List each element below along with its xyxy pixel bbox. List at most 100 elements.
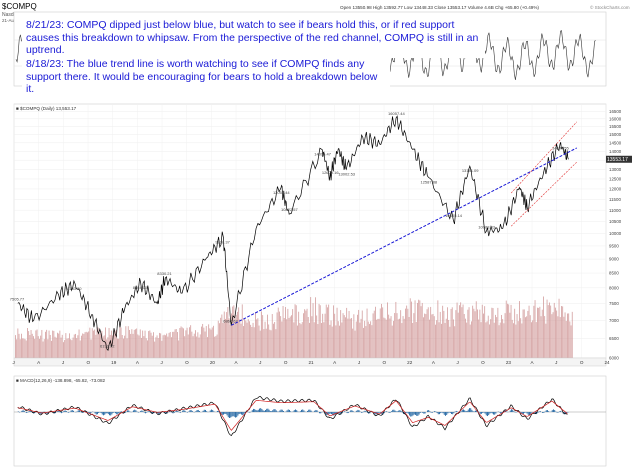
volume-bar: [243, 326, 244, 358]
volume-bar: [509, 312, 511, 358]
y-tick-label: 11500: [609, 197, 621, 202]
y-tick-label: 8000: [609, 285, 619, 290]
macd-histogram-bar: [216, 410, 218, 412]
macd-histogram-bar: [71, 409, 73, 412]
volume-bar: [280, 316, 282, 358]
volume-bar: [85, 331, 87, 358]
y-tick-label: 14000: [609, 149, 622, 154]
volume-bar: [547, 305, 549, 358]
macd-histogram-bar: [128, 410, 130, 412]
volume-bar: [168, 332, 170, 358]
macd-histogram-bar: [450, 412, 452, 414]
macd-histogram-bar: [102, 412, 104, 416]
volume-bar: [334, 313, 336, 358]
macd-histogram-bar: [396, 411, 398, 412]
volume-bar: [498, 325, 500, 358]
volume-bar: [237, 311, 238, 358]
x-tick-label: 21: [309, 360, 315, 365]
macd-histogram-bar: [316, 410, 318, 412]
volume-bar: [333, 305, 334, 358]
volume-bar: [156, 335, 158, 358]
macd-histogram-bar: [254, 409, 256, 412]
y-tick-label: 14500: [609, 140, 622, 145]
macd-histogram-bar: [545, 410, 547, 412]
volume-bar: [484, 306, 486, 358]
volume-bar: [409, 298, 411, 358]
macd-histogram-bar: [232, 412, 234, 417]
macd-histogram-bar: [480, 412, 482, 414]
volume-bar: [136, 328, 138, 358]
volume-bar: [472, 305, 474, 358]
macd-histogram-bar: [236, 412, 238, 418]
macd-histogram-bar: [202, 410, 204, 412]
volume-bar: [397, 319, 399, 358]
trend-lines: [231, 121, 578, 326]
volume-bar: [384, 318, 386, 358]
macd-histogram-bar: [124, 412, 126, 414]
macd-histogram-bar: [556, 412, 558, 413]
volume-bar: [268, 324, 270, 358]
volume-bar: [77, 335, 79, 358]
macd-histogram-bar: [186, 412, 188, 413]
volume-bar: [538, 307, 540, 358]
volume-bar: [493, 322, 495, 358]
volume-bar: [471, 321, 472, 358]
volume-bar: [34, 338, 36, 358]
volume-bar: [258, 325, 260, 358]
macd-histogram-bar: [226, 412, 228, 416]
macd-histogram-bar: [431, 412, 433, 413]
volume-bar: [201, 326, 202, 358]
volume-bar: [340, 310, 342, 358]
macd-histogram-bar: [351, 410, 353, 412]
volume-bar: [76, 338, 78, 358]
volume-bar: [193, 333, 195, 358]
macd-histogram-bar: [413, 412, 415, 415]
volume-bar: [381, 303, 382, 358]
volume-bar: [276, 312, 278, 358]
macd-histogram-bar: [84, 410, 86, 412]
volume-bar: [15, 335, 16, 358]
volume-bar: [175, 329, 177, 358]
volume-bar: [143, 336, 145, 358]
volume-bar: [65, 333, 67, 358]
macd-histogram-bar: [244, 412, 246, 413]
volume-bar: [66, 338, 68, 358]
macd-histogram-bar: [177, 411, 179, 412]
volume-bar: [139, 329, 141, 358]
volume-bar: [281, 321, 283, 358]
volume-bar: [431, 314, 433, 358]
volume-bar: [133, 329, 135, 358]
volume-bar: [153, 332, 154, 358]
macd-histogram-bar: [65, 410, 67, 412]
macd-histogram-bar: [258, 408, 260, 412]
macd-histogram-bar: [108, 412, 110, 416]
volume-bar: [371, 325, 373, 358]
volume-bar: [172, 331, 174, 358]
macd-histogram-bar: [288, 409, 290, 412]
macd-histogram-bar: [176, 410, 178, 412]
volume-bar: [387, 302, 388, 358]
macd-histogram-bar: [560, 410, 562, 412]
volume-bar: [451, 307, 453, 358]
volume-bar: [505, 300, 507, 358]
volume-bar: [83, 333, 85, 358]
volume-bar: [552, 312, 554, 358]
volume-bar: [412, 322, 414, 358]
volume-bar: [100, 333, 102, 358]
macd-histogram-bar: [530, 412, 532, 415]
volume-bar: [408, 317, 410, 358]
macd-histogram-bar: [333, 412, 335, 416]
volume-bar: [449, 326, 451, 358]
volume-bar: [353, 314, 355, 358]
macd-histogram-bar: [326, 412, 328, 416]
volume-bar: [167, 336, 169, 358]
volume-bar: [131, 329, 133, 358]
macd-histogram-bar: [488, 412, 490, 416]
volume-bar: [415, 321, 417, 358]
volume-bar: [190, 325, 192, 358]
volume-bar: [382, 307, 384, 358]
y-tick-label: 10500: [609, 219, 622, 224]
volume-bar: [346, 307, 348, 358]
macd-histogram-bar: [386, 411, 388, 412]
volume-bar: [553, 302, 555, 358]
